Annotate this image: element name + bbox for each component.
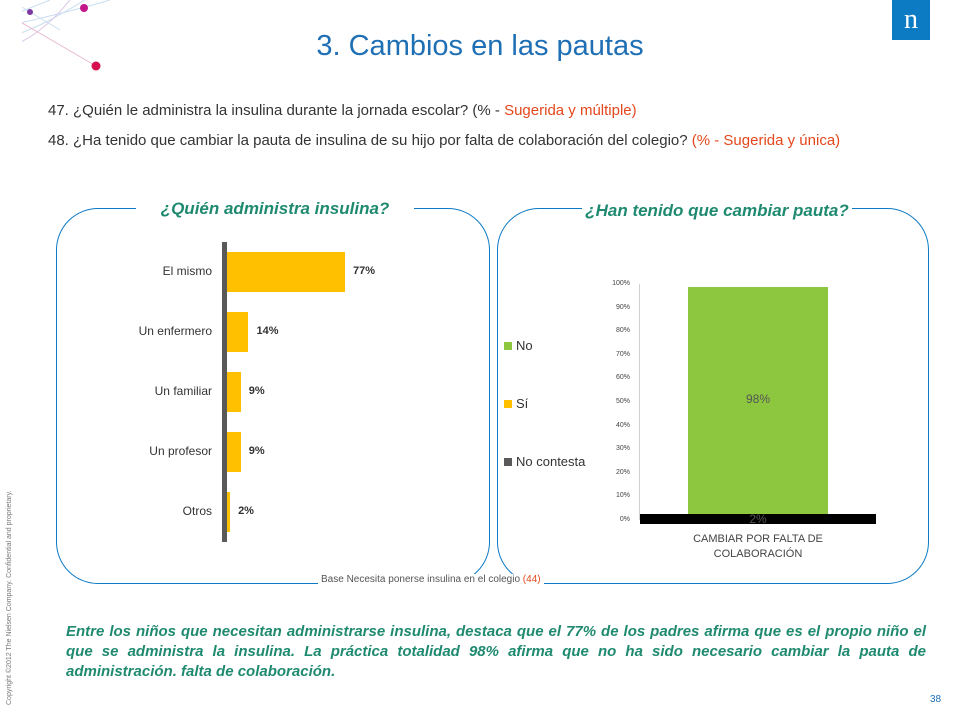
bar-category-label: Un familiar (154, 384, 212, 398)
bar (227, 312, 249, 352)
bar-category-label: Un enfermero (138, 324, 212, 338)
right-panel-title: ¿Han tenido que cambiar pauta? (582, 197, 852, 224)
y-tick-label: 60% (615, 374, 630, 382)
legend-swatch (504, 458, 512, 466)
y-tick-label: 20% (615, 468, 630, 476)
page-title: 3. Cambios en las pautas (316, 30, 644, 62)
bar (227, 432, 241, 472)
y-tick-label: 100% (612, 280, 630, 287)
bar-value-label: 9% (248, 445, 265, 457)
legend-label: No (516, 338, 533, 353)
y-tick-label: 50% (615, 398, 630, 405)
summary-text: Entre los niños que necesitan administra… (66, 623, 926, 680)
bar-value-label: 9% (248, 385, 265, 397)
legend-label: No contesta (516, 454, 586, 469)
question-47: 47. ¿Quién le administra la insulina dur… (48, 102, 637, 119)
bar-segment-no (688, 286, 828, 518)
y-tick-label: 70% (615, 350, 630, 358)
copyright-text: Copyright ©2012 The Nielsen Company. Con… (6, 490, 13, 706)
bar-category-label: Un profesor (149, 444, 212, 458)
sidebar-strip (0, 0, 22, 720)
bar-value-label: 2% (749, 512, 767, 526)
legend-swatch (504, 400, 512, 408)
legend-swatch (504, 342, 512, 350)
y-tick-label: 80% (615, 327, 630, 335)
question-48: 48. ¿Ha tenido que cambiar la pauta de i… (48, 132, 841, 149)
bar-value-label: 2% (238, 505, 254, 517)
bar-category-label: El mismo (162, 264, 212, 278)
bar (227, 492, 231, 532)
bar-chart-axis (222, 242, 227, 542)
nielsen-logo: n (892, 0, 930, 40)
y-tick-label: 30% (615, 445, 630, 453)
bar-value-label: 98% (745, 392, 771, 406)
bar-value-label: 77% (353, 265, 376, 277)
bar-segment-no-contesta (640, 514, 876, 524)
y-tick-label: 0% (619, 516, 630, 523)
base-note: Base Necesita ponerse insulina en el col… (318, 574, 544, 585)
bar (227, 252, 345, 292)
y-tick-label: 90% (615, 303, 630, 311)
legend-label: Sí (516, 396, 529, 411)
left-panel-title: ¿Quién administra insulina? (136, 197, 414, 221)
bar-category-label: Otros (182, 504, 212, 518)
bar (227, 372, 241, 412)
y-axis-line (639, 284, 640, 520)
x-category-label: CAMBIAR POR FALTA DE COLABORACIÓN (693, 533, 823, 560)
y-tick-label: 10% (615, 492, 630, 500)
logo-letter: n (904, 4, 918, 35)
page-number: 38 (930, 694, 942, 705)
y-tick-label: 40% (615, 421, 630, 429)
bar-value-label: 14% (256, 325, 279, 337)
